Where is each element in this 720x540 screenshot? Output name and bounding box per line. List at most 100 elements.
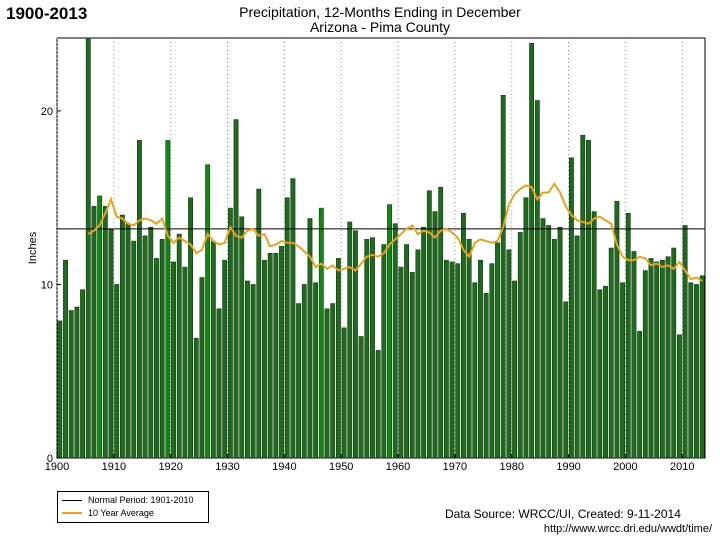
precipitation-bar	[574, 235, 580, 459]
precipitation-bar	[449, 261, 455, 459]
precipitation-bar	[267, 252, 273, 459]
precipitation-bar	[677, 334, 682, 459]
precipitation-bar	[284, 197, 290, 459]
precipitation-bar	[699, 275, 705, 459]
precipitation-bar	[671, 247, 677, 459]
precipitation-bar	[148, 226, 154, 459]
precipitation-bar	[165, 140, 171, 459]
precipitation-bar	[216, 308, 222, 459]
legend-average-label: 10 Year Average	[88, 508, 154, 518]
precipitation-bar	[546, 225, 552, 459]
precipitation-bar	[279, 246, 284, 459]
precipitation-bar	[466, 239, 472, 459]
precipitation-bar	[665, 256, 671, 459]
precipitation-bar	[597, 289, 603, 459]
precipitation-bar	[341, 327, 347, 459]
precipitation-bar	[233, 119, 239, 459]
precipitation-bar	[432, 211, 438, 459]
precipitation-bar	[245, 280, 250, 459]
precipitation-bar	[318, 207, 324, 459]
precipitation-bar	[631, 251, 637, 459]
precipitation-bar	[694, 284, 699, 459]
precipitation-bar	[307, 218, 313, 459]
precipitation-bar	[313, 282, 319, 459]
precipitation-bar	[91, 206, 97, 459]
normal-line-swatch	[62, 499, 82, 501]
precipitation-bar	[654, 261, 660, 459]
data-source-text: Data Source: WRCC/UI, Created: 9-11-2014	[445, 507, 681, 521]
precipitation-bar	[108, 228, 114, 459]
precipitation-bar	[551, 239, 557, 459]
precipitation-bar	[461, 213, 466, 459]
precipitation-bar	[603, 285, 608, 459]
x-tick-label: 1960	[386, 461, 410, 473]
precipitation-bar	[102, 206, 108, 459]
legend-item-normal: Normal Period: 1901-2010	[62, 494, 194, 506]
precipitation-bar	[262, 259, 267, 459]
average-line-swatch	[62, 512, 82, 514]
precipitation-bar	[205, 164, 211, 459]
precipitation-bar	[370, 237, 375, 459]
precipitation-bar	[381, 244, 387, 459]
x-tick-label: 1970	[443, 461, 467, 473]
precipitation-bar	[188, 197, 193, 459]
x-tick-label: 1990	[556, 461, 580, 473]
precipitation-bar	[353, 230, 358, 459]
precipitation-bar	[563, 301, 569, 459]
y-tick-label: 20	[41, 106, 53, 118]
x-tick-label: 1900	[45, 461, 69, 473]
precipitation-bar	[387, 204, 392, 459]
plot-area	[56, 37, 706, 459]
precipitation-bar	[426, 190, 432, 459]
y-tick-label: 10	[41, 279, 53, 291]
precipitation-bar	[227, 207, 233, 459]
x-tick-label: 1910	[102, 461, 126, 473]
legend-item-average: 10 Year Average	[62, 507, 154, 519]
period-label: 1900-2013	[6, 4, 88, 23]
precipitation-bar	[256, 188, 262, 459]
x-tick-label: 1940	[272, 461, 296, 473]
legend-normal-label: Normal Period: 1901-2010	[88, 495, 194, 505]
precipitation-bar	[119, 214, 125, 459]
precipitation-bar	[483, 292, 489, 459]
precipitation-bar	[637, 331, 643, 459]
precipitation-bar	[455, 263, 461, 459]
precipitation-bar	[154, 258, 159, 459]
precipitation-bar	[688, 282, 694, 459]
precipitation-bar	[97, 195, 103, 459]
chart-title: Precipitation, 12-Months Ending in Decem…	[239, 4, 521, 20]
precipitation-bar	[296, 303, 301, 459]
precipitation-bar	[438, 187, 444, 459]
precipitation-bar	[682, 225, 688, 459]
precipitation-bar	[608, 247, 614, 459]
source-url: http://www.wrcc.dri.edu/wwdt/time/	[543, 523, 712, 535]
x-tick-label: 1930	[215, 461, 239, 473]
precipitation-bar	[586, 140, 591, 459]
precipitation-bar	[324, 308, 330, 459]
chart-subtitle: Arizona - Pima County	[309, 19, 451, 35]
precipitation-bar	[358, 336, 364, 459]
precipitation-bar	[620, 282, 625, 459]
precipitation-bar	[137, 140, 142, 459]
precipitation-bar	[330, 303, 336, 459]
precipitation-bar	[176, 233, 182, 459]
precipitation-bar	[421, 226, 427, 459]
precipitation-bar	[523, 197, 529, 459]
precipitation-bar	[222, 259, 228, 459]
precipitation-bar	[614, 200, 620, 459]
precipitation-bar	[375, 350, 381, 459]
precipitation-bar	[489, 263, 495, 459]
precipitation-bar	[290, 178, 296, 459]
precipitation-bar	[580, 134, 586, 459]
precipitation-bar	[159, 239, 165, 459]
precipitation-bar	[659, 259, 665, 459]
precipitation-bar	[131, 240, 137, 459]
x-tick-label: 1920	[158, 461, 182, 473]
y-tick-label: 0	[47, 453, 53, 465]
precipitation-bar	[398, 266, 404, 459]
precipitation-bar	[591, 211, 597, 459]
precipitation-bar	[239, 216, 245, 459]
precipitation-bar	[478, 259, 483, 459]
precipitation-bar	[472, 282, 478, 459]
